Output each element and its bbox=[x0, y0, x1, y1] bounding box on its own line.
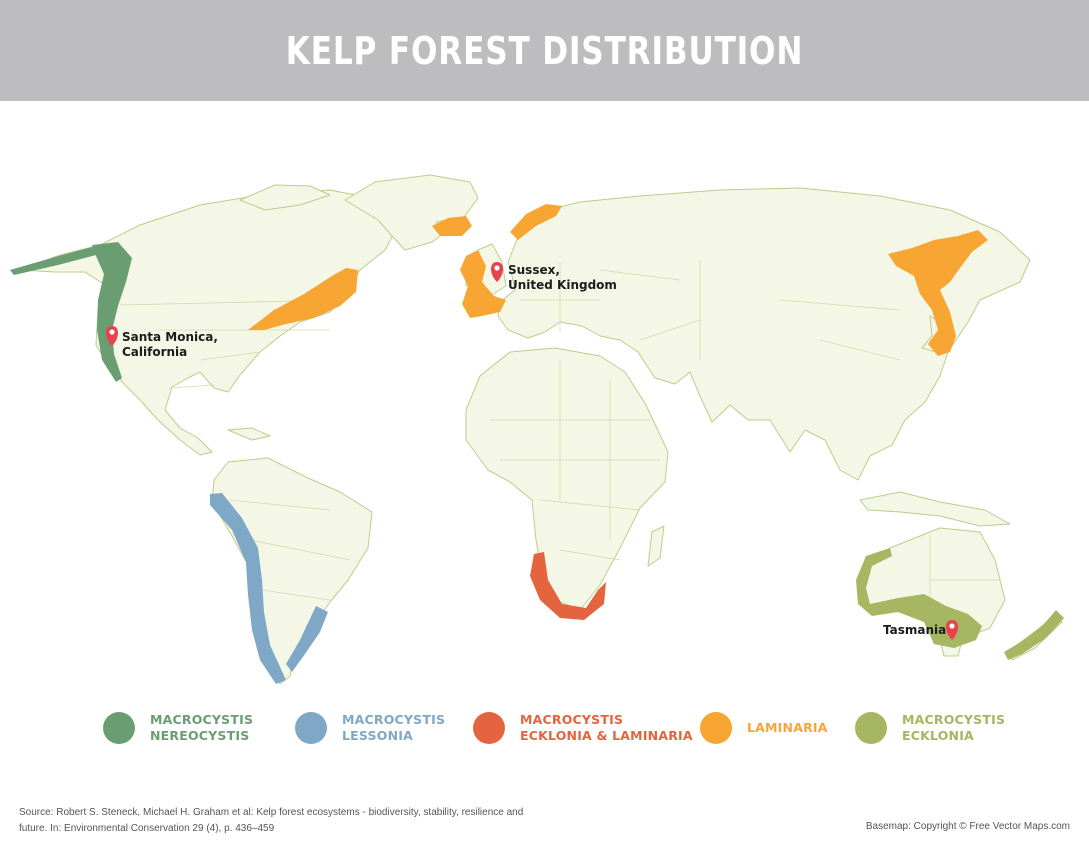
basemap-credit: Basemap: Copyright © Free Vector Maps.co… bbox=[865, 821, 1070, 832]
kelp-region-southern-africa bbox=[530, 552, 606, 620]
kelp-macrocystis-ecklonia-laminaria bbox=[530, 552, 606, 620]
legend-swatch bbox=[700, 712, 732, 744]
kelp-region-south-america-east-coast bbox=[286, 606, 328, 672]
location-label-sussex-line-1: Sussex, bbox=[508, 263, 560, 277]
pin-hole bbox=[949, 623, 955, 629]
kelp-region-british-isles bbox=[460, 250, 506, 318]
location-label-santa-monica-line-1: Santa Monica, bbox=[122, 330, 218, 344]
north-america-landmass bbox=[19, 189, 401, 456]
kelp-region-south-america-west-coast bbox=[210, 493, 286, 684]
legend-item-macrocystis-ecklonia: MACROCYSTIS ECKLONIA bbox=[855, 712, 1005, 744]
location-pin-icon bbox=[106, 326, 118, 346]
indonesia-islands bbox=[859, 491, 1011, 527]
location-pin-icon bbox=[946, 620, 958, 640]
kelp-region-north-atlantic-america bbox=[248, 268, 358, 330]
location-label-sussex-line-2: United Kingdom bbox=[508, 278, 617, 292]
legend-item-macrocystis-lessonia: MACROCYSTIS LESSONIA bbox=[295, 712, 445, 744]
legend-label: MACROCYSTIS ECKLONIA bbox=[902, 712, 1006, 743]
south-america-landmass bbox=[211, 457, 373, 685]
africa-landmass bbox=[465, 347, 669, 611]
pin-santa-monica[interactable]: Santa Monica, California bbox=[106, 326, 218, 359]
kelp-region-alaska bbox=[10, 246, 100, 275]
pin-tasmania[interactable]: Tasmania bbox=[883, 620, 958, 640]
madagascar bbox=[647, 525, 665, 567]
legend-label: LAMINARIA bbox=[747, 720, 828, 735]
location-pin-icon bbox=[491, 262, 503, 282]
legend-label: MACROCYSTIS ECKLONIA & LAMINARIA bbox=[520, 712, 693, 743]
page-title: KELP FOREST DISTRIBUTION bbox=[285, 28, 804, 73]
kelp-region-north-america-west-coast bbox=[92, 242, 132, 382]
border-lines-north-america bbox=[119, 299, 341, 389]
kelp-region-iceland bbox=[432, 216, 472, 236]
kelp-macrocystis-nereocystis bbox=[10, 242, 132, 382]
kelp-macrocystis-lessonia bbox=[210, 493, 328, 684]
legend-label: MACROCYSTIS LESSONIA bbox=[342, 712, 446, 743]
kelp-region-norway bbox=[510, 204, 562, 240]
caribbean-islands bbox=[227, 427, 271, 441]
header-bar: KELP FOREST DISTRIBUTION bbox=[0, 0, 1089, 101]
legend-item-macrocystis-nereocystis: MACROCYSTIS NEREOCYSTIS bbox=[103, 712, 253, 744]
location-label-tasmania: Tasmania bbox=[883, 623, 946, 637]
border-lines-south-america bbox=[229, 499, 351, 601]
border-lines-africa bbox=[490, 360, 660, 561]
arctic-islands bbox=[239, 184, 331, 211]
legend-label: MACROCYSTIS NEREOCYSTIS bbox=[150, 712, 254, 743]
border-lines-eurasia bbox=[520, 260, 901, 361]
legend-swatch bbox=[855, 712, 887, 744]
kelp-region-new-zealand bbox=[1004, 610, 1064, 660]
kelp-laminaria bbox=[248, 204, 988, 356]
pin-hole bbox=[494, 265, 500, 271]
pin-hole bbox=[109, 329, 115, 335]
legend: MACROCYSTIS NEREOCYSTIS MACROCYSTIS LESS… bbox=[0, 712, 1089, 762]
world-map: Santa Monica, California Sussex, United … bbox=[10, 174, 1064, 685]
legend-swatch bbox=[103, 712, 135, 744]
source-citation: Source: Robert S. Steneck, Michael H. Gr… bbox=[19, 807, 524, 834]
legend-swatch bbox=[295, 712, 327, 744]
kelp-region-east-asia bbox=[888, 230, 988, 356]
legend-item-macrocystis-ecklonia-laminaria: MACROCYSTIS ECKLONIA & LAMINARIA bbox=[473, 712, 693, 744]
pin-sussex[interactable]: Sussex, United Kingdom bbox=[491, 262, 617, 292]
legend-item-laminaria: LAMINARIA bbox=[700, 712, 828, 744]
location-label-santa-monica-line-2: California bbox=[122, 345, 187, 359]
legend-swatch bbox=[473, 712, 505, 744]
